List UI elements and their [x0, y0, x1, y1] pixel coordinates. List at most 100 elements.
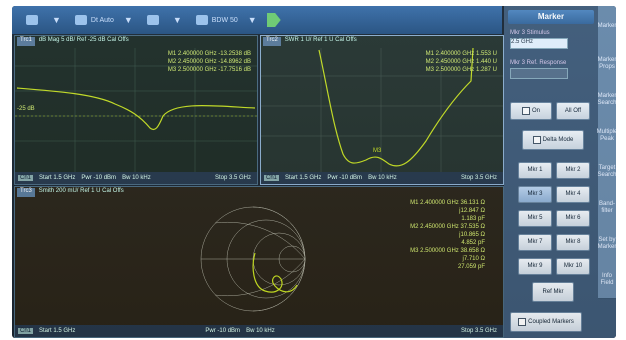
toggle-label: Coupled Markers [528, 318, 574, 325]
ref-response-input[interactable] [510, 68, 568, 79]
power-level: Pwr -10 dBm [81, 175, 117, 181]
diagram-dbmag[interactable]: Trc1 dB Mag 5 dB/ Ref -25 dB Cal Offs -2… [14, 35, 258, 185]
side-tab-target-search[interactable]: Target Search [598, 154, 616, 191]
measure-icon [146, 15, 159, 25]
softkey-title: Marker [508, 10, 594, 24]
chevron-down-icon: ▼ [52, 15, 61, 25]
trace-tag: Trc1 [17, 37, 35, 46]
toolbar-item-cursor[interactable]: ▼ [26, 15, 61, 25]
side-tab-marker-props[interactable]: Marker Props [598, 46, 616, 83]
toolbar-item-bandwidth[interactable]: BDW 50 ▼ [195, 15, 257, 25]
if-bandwidth: Bw 10 kHz [368, 175, 397, 181]
all-off-button[interactable]: All Off [556, 102, 590, 120]
stop-freq: Stop 3.5 GHz [460, 328, 497, 334]
marker-value: 1.183 pF [461, 216, 485, 222]
toggle-label: Delta Mode [542, 136, 574, 143]
marker-row: M3 2.500000 GHz 38.658 Ω [410, 248, 485, 254]
marker-value: 4.852 pF [461, 240, 485, 246]
marker-value: j12.847 Ω [459, 208, 485, 214]
ref-response-label: Mkr 3 Ref. Response [510, 60, 567, 66]
marker-row: M2 2.450000 GHz 37.535 Ω [410, 224, 485, 230]
power-level: Pwr -10 dBm [327, 175, 363, 181]
diagram-swr[interactable]: M3 Trc2 SWR 1 U/ Ref 1 U Cal Offs M1 2.4… [260, 35, 504, 185]
marker-value: 27.059 pF [457, 264, 485, 270]
mkr-2-button[interactable]: Mkr 2 [556, 162, 590, 179]
diagram-smith[interactable]: Trc3 Smith 200 mU/ Ref 1 U Cal Offs M1 2… [14, 186, 504, 338]
start-freq: Start 1.5 GHz [39, 175, 76, 181]
marker-row: M1 2.400000 GHz 1.553 U [425, 51, 497, 57]
marker-row: M1 2.400000 GHz -13.2538 dB [167, 51, 251, 57]
marker-on-toggle[interactable]: On [510, 102, 552, 120]
side-tab-info-field[interactable]: Info Field [598, 262, 616, 299]
panel-title: Trc3 Smith 200 mU/ Ref 1 U Cal Offs [17, 188, 124, 197]
side-tab-bandfilter[interactable]: Band-filter [598, 190, 616, 227]
swr-trace: M3 [261, 47, 503, 172]
trace-tag: Trc3 [17, 188, 35, 197]
mkr-7-button[interactable]: Mkr 7 [518, 234, 552, 251]
marker-table: M1 2.400000 GHz 36.131 Ω j12.847 Ω 1.183… [410, 199, 485, 271]
trace-tag: Trc2 [263, 37, 281, 46]
panel-title: Trc2 SWR 1 U/ Ref 1 U Cal Offs [263, 37, 357, 46]
side-tab-marker-search[interactable]: Marker Search [598, 82, 616, 119]
stimulus-input[interactable]: 2.5 GHz [510, 38, 568, 49]
trace-icon [74, 15, 87, 25]
channel-tag: Ch1 [264, 175, 280, 181]
coupled-markers-toggle[interactable]: Coupled Markers [510, 312, 582, 332]
chevron-down-icon: ▼ [247, 15, 257, 25]
mkr-8-button[interactable]: Mkr 8 [556, 234, 590, 251]
start-freq: Start 1.5 GHz [39, 328, 76, 334]
marker-table: M1 2.400000 GHz -13.2538 dB M2 2.450000 … [168, 50, 251, 74]
power-level: Pwr -10 dBm [205, 328, 241, 334]
toolbar-item-trace[interactable]: Dt Auto ▼ [74, 15, 133, 25]
mkr-4-button[interactable]: Mkr 4 [556, 186, 590, 203]
stop-freq: Stop 3.5 GHz [214, 175, 251, 181]
side-tab-multiple-peak[interactable]: Multiple Peak [597, 118, 616, 155]
start-freq: Start 1.5 GHz [285, 175, 322, 181]
stop-freq: Stop 3.5 GHz [460, 175, 497, 181]
side-tab-marker[interactable]: Marker [598, 6, 616, 47]
checkbox-icon [532, 136, 541, 144]
marker-row: M3 2.500000 GHz 1.287 U [425, 67, 497, 73]
toolbar-item-measure[interactable]: ▼ [146, 15, 182, 25]
if-bandwidth: Bw 10 kHz [246, 328, 275, 334]
mkr-9-button[interactable]: Mkr 9 [518, 258, 552, 275]
chevron-down-icon: ▼ [123, 15, 133, 25]
analyzer-screen: ▼ Dt Auto ▼ ▼ BDW 50 ▼ [12, 6, 616, 338]
stimulus-label: Mkr 3 Stimulus [510, 30, 550, 36]
channel-status-bar: Ch1 Start 1.5 GHz Pwr -10 dBm Bw 10 kHz … [15, 325, 503, 337]
bandwidth-icon [195, 15, 208, 25]
marker-value: j10.865 Ω [459, 232, 485, 238]
play-icon[interactable] [266, 13, 281, 27]
mkr-6-button[interactable]: Mkr 6 [556, 210, 590, 227]
toggle-label: On [531, 107, 540, 114]
mkr-3-button[interactable]: Mkr 3 [518, 186, 552, 203]
channel-status-bar: Ch1 Start 1.5 GHz Pwr -10 dBm Bw 10 kHz … [15, 172, 257, 184]
marker-row: M2 2.450000 GHz -14.8962 dB [167, 59, 251, 65]
softkey-panel: Marker Mkr 3 Stimulus 2.5 GHz Mkr 3 Ref.… [504, 6, 616, 338]
channel-tag: Ch1 [18, 175, 34, 181]
checkbox-icon [521, 107, 530, 115]
delta-mode-toggle[interactable]: Delta Mode [522, 130, 584, 150]
channel-tag: Ch1 [18, 328, 34, 334]
mkr-10-button[interactable]: Mkr 10 [556, 258, 590, 275]
panel-title: Trc1 dB Mag 5 dB/ Ref -25 dB Cal Offs [17, 37, 129, 46]
ref-mkr-button[interactable]: Ref Mkr [532, 282, 574, 302]
checkbox-icon [518, 318, 527, 326]
marker-value: j7.710 Ω [462, 256, 486, 262]
toolbar: ▼ Dt Auto ▼ ▼ BDW 50 ▼ [12, 6, 502, 34]
cursor-icon [26, 15, 38, 25]
mkr-5-button[interactable]: Mkr 5 [518, 210, 552, 227]
side-tab-set-by-marker[interactable]: Set by Marker [598, 226, 616, 263]
trace-title: Smith 200 mU/ Ref 1 U Cal Offs [38, 188, 124, 194]
marker-label: M3 [373, 148, 382, 154]
trace-title: dB Mag 5 dB/ Ref -25 dB Cal Offs [38, 37, 129, 43]
dbmag-trace [15, 48, 257, 172]
mkr-1-button[interactable]: Mkr 1 [518, 162, 552, 179]
ref-level-label: -25 dB [17, 106, 35, 112]
chevron-down-icon: ▼ [172, 15, 182, 25]
marker-row: M2 2.450000 GHz 1.440 U [425, 59, 497, 65]
marker-row: M3 2.500000 GHz -17.7516 dB [167, 67, 251, 73]
toolbar-item-label: BDW 50 [211, 16, 238, 24]
trace-title: SWR 1 U/ Ref 1 U Cal Offs [284, 37, 357, 43]
if-bandwidth: Bw 10 kHz [122, 175, 151, 181]
